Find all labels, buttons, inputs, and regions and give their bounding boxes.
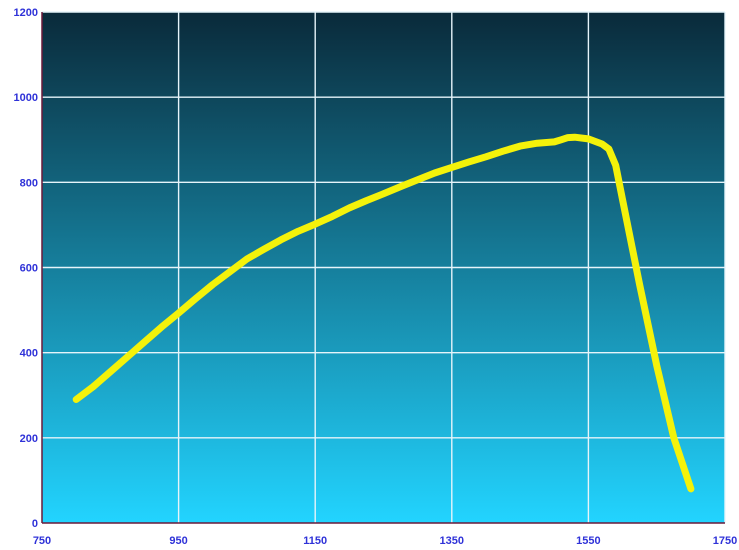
axes [41,12,725,524]
x-tick-label: 1550 [576,535,600,547]
series-line [72,133,695,493]
y-tick-label: 1200 [14,7,38,19]
y-tick-label: 1000 [14,92,38,104]
y-tick-label: 800 [20,177,38,189]
x-tick-label: 1350 [440,535,464,547]
y-tick-label: 600 [20,263,38,275]
y-tick-label: 0 [32,518,38,530]
x-tick-label: 950 [169,535,187,547]
y-tick-label: 400 [20,348,38,360]
y-tick-label: 200 [20,433,38,445]
tick-labels: 750 950 1150 1350 1550 1750 0 200 400 600 800 1000 1… [14,7,738,547]
x-tick-label: 750 [33,535,51,547]
x-tick-label: 1750 [713,535,737,547]
gridlines [42,11,726,523]
x-tick-label: 1150 [303,535,327,547]
series-layer [72,133,695,493]
